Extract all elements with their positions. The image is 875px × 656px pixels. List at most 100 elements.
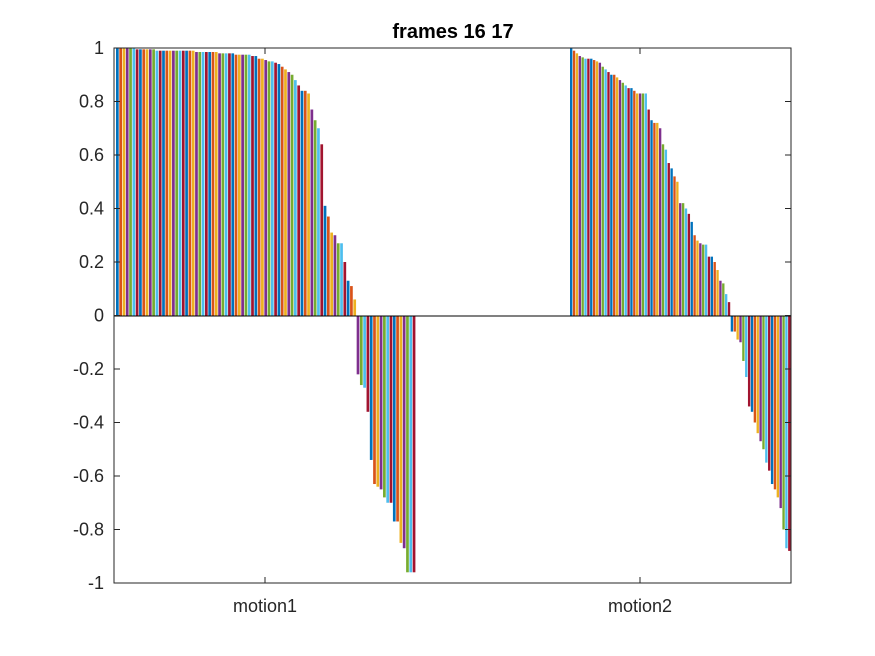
y-tick-label: 1	[94, 38, 104, 58]
bar-motion2-21	[627, 88, 630, 316]
bar-motion1-24	[191, 50, 195, 316]
bar-motion2-43	[690, 221, 693, 316]
bar-motion1-32	[218, 53, 221, 316]
bar-motion1-63	[320, 144, 324, 316]
bar-motion1-25	[195, 52, 198, 316]
bar-motion1-71	[346, 280, 350, 316]
bar-motion2-65	[753, 315, 757, 423]
bar-motion1-21	[181, 50, 185, 316]
bar-motion1-19	[175, 50, 179, 316]
bar-motion1-76	[363, 315, 366, 388]
bar-motion1-82	[383, 315, 386, 498]
bar-motion1-70	[343, 262, 347, 316]
y-tick-label: 0.2	[79, 252, 104, 272]
bar-motion2-34	[664, 149, 668, 316]
bar-motion2-22	[630, 88, 633, 316]
y-tick-label: 0.8	[79, 92, 104, 112]
bar-motion2-29	[650, 120, 653, 316]
bar-motion2-59	[736, 315, 739, 340]
bar-motion2-1	[570, 48, 573, 316]
bar-motion2-20	[624, 85, 627, 316]
bar-motion1-2	[119, 48, 122, 316]
bar-motion1-6	[132, 48, 136, 316]
bar-motion1-13	[155, 50, 159, 316]
bar-motion1-15	[162, 50, 165, 316]
bar-motion2-67	[759, 315, 762, 442]
bar-motion2-30	[653, 122, 656, 316]
bar-motion2-15	[610, 74, 613, 316]
bar-motion2-27	[644, 93, 647, 316]
bar-motion2-56	[727, 302, 731, 316]
bar-motion2-66	[756, 315, 759, 434]
bar-motion2-48	[704, 244, 708, 316]
bar-motion1-12	[152, 49, 155, 316]
bar-motion1-3	[122, 48, 126, 316]
bar-motion1-66	[330, 232, 333, 316]
bar-motion1-28	[205, 52, 208, 316]
bar-motion1-86	[396, 315, 399, 522]
y-tick-label: -0.6	[73, 466, 104, 486]
bar-motion1-1	[116, 48, 119, 316]
bar-motion1-61	[313, 120, 317, 316]
bar-motion2-73	[776, 315, 779, 498]
bar-motion1-16	[165, 50, 169, 316]
bar-motion2-2	[572, 50, 576, 316]
bar-motion1-18	[172, 50, 175, 316]
bar-motion2-38	[676, 181, 679, 316]
bar-motion2-11	[598, 62, 602, 316]
bar-motion1-84	[389, 315, 393, 503]
bar-motion1-22	[185, 50, 188, 316]
bar-motion2-8	[590, 58, 593, 316]
bar-motion1-55	[294, 80, 297, 316]
bar-motion1-43	[254, 56, 258, 316]
bar-motion1-75	[359, 315, 363, 386]
bar-motion2-68	[762, 315, 765, 450]
bar-motion1-30	[211, 52, 215, 316]
bar-motion2-58	[733, 315, 736, 332]
bar-motion1-64	[323, 205, 327, 316]
bar-motion2-49	[707, 256, 711, 316]
bar-motion1-60	[310, 109, 314, 316]
bar-motion2-26	[641, 93, 645, 316]
bar-motion1-37	[234, 54, 238, 316]
bar-motion2-45	[696, 240, 699, 316]
bar-motion2-6	[584, 58, 587, 316]
bar-motion1-23	[188, 50, 192, 316]
bar-motion1-14	[158, 50, 162, 316]
bar-motion2-4	[578, 56, 581, 316]
bar-motion2-19	[621, 82, 625, 316]
bar-motion1-58	[303, 90, 307, 316]
bar-motion2-35	[667, 163, 670, 316]
bar-motion1-78	[369, 315, 373, 460]
bar-motion1-81	[379, 315, 383, 490]
bar-motion1-10	[145, 49, 149, 316]
y-tick-label: 0	[94, 306, 104, 326]
y-tick-label: -0.4	[73, 413, 104, 433]
bar-motion2-63	[747, 315, 751, 407]
bar-motion1-38	[237, 54, 241, 316]
bar-motion2-77	[788, 315, 791, 551]
bar-motion2-25	[638, 93, 642, 316]
bar-motion1-9	[142, 49, 146, 316]
bar-motion1-20	[178, 50, 182, 316]
bar-motion1-52	[284, 69, 287, 316]
bar-motion2-76	[785, 315, 788, 549]
bar-motion1-83	[386, 315, 390, 503]
x-tick-label-motion1: motion1	[233, 596, 297, 616]
bar-motion1-79	[373, 315, 376, 485]
bar-motion1-51	[280, 66, 284, 316]
bar-motion1-8	[139, 49, 142, 316]
bar-motion1-45	[261, 58, 264, 316]
bar-motion2-33	[661, 144, 665, 316]
bar-motion1-67	[333, 235, 337, 316]
bar-motion1-41	[247, 54, 251, 316]
y-tick-label: 0.4	[79, 199, 104, 219]
bar-motion1-34	[224, 53, 228, 316]
bar-motion1-72	[350, 286, 353, 316]
bar-motion1-59	[307, 93, 310, 316]
bar-motion2-72	[773, 315, 777, 490]
bar-motion1-73	[353, 299, 357, 316]
bar-motion1-33	[221, 53, 225, 316]
bar-motion1-46	[264, 60, 268, 316]
